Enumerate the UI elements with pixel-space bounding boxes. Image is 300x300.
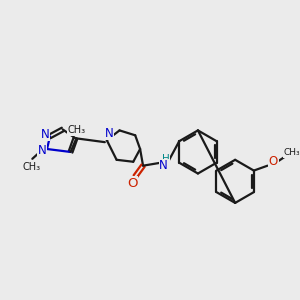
Text: CH₃: CH₃ bbox=[22, 162, 40, 172]
Text: H: H bbox=[162, 154, 170, 164]
Text: CH₃: CH₃ bbox=[284, 148, 300, 158]
Text: CH₃: CH₃ bbox=[68, 125, 85, 135]
Text: N: N bbox=[38, 143, 46, 157]
Text: N: N bbox=[159, 159, 168, 172]
Text: N: N bbox=[41, 128, 50, 141]
Text: O: O bbox=[127, 177, 137, 190]
Text: O: O bbox=[269, 155, 278, 168]
Text: N: N bbox=[104, 127, 113, 140]
